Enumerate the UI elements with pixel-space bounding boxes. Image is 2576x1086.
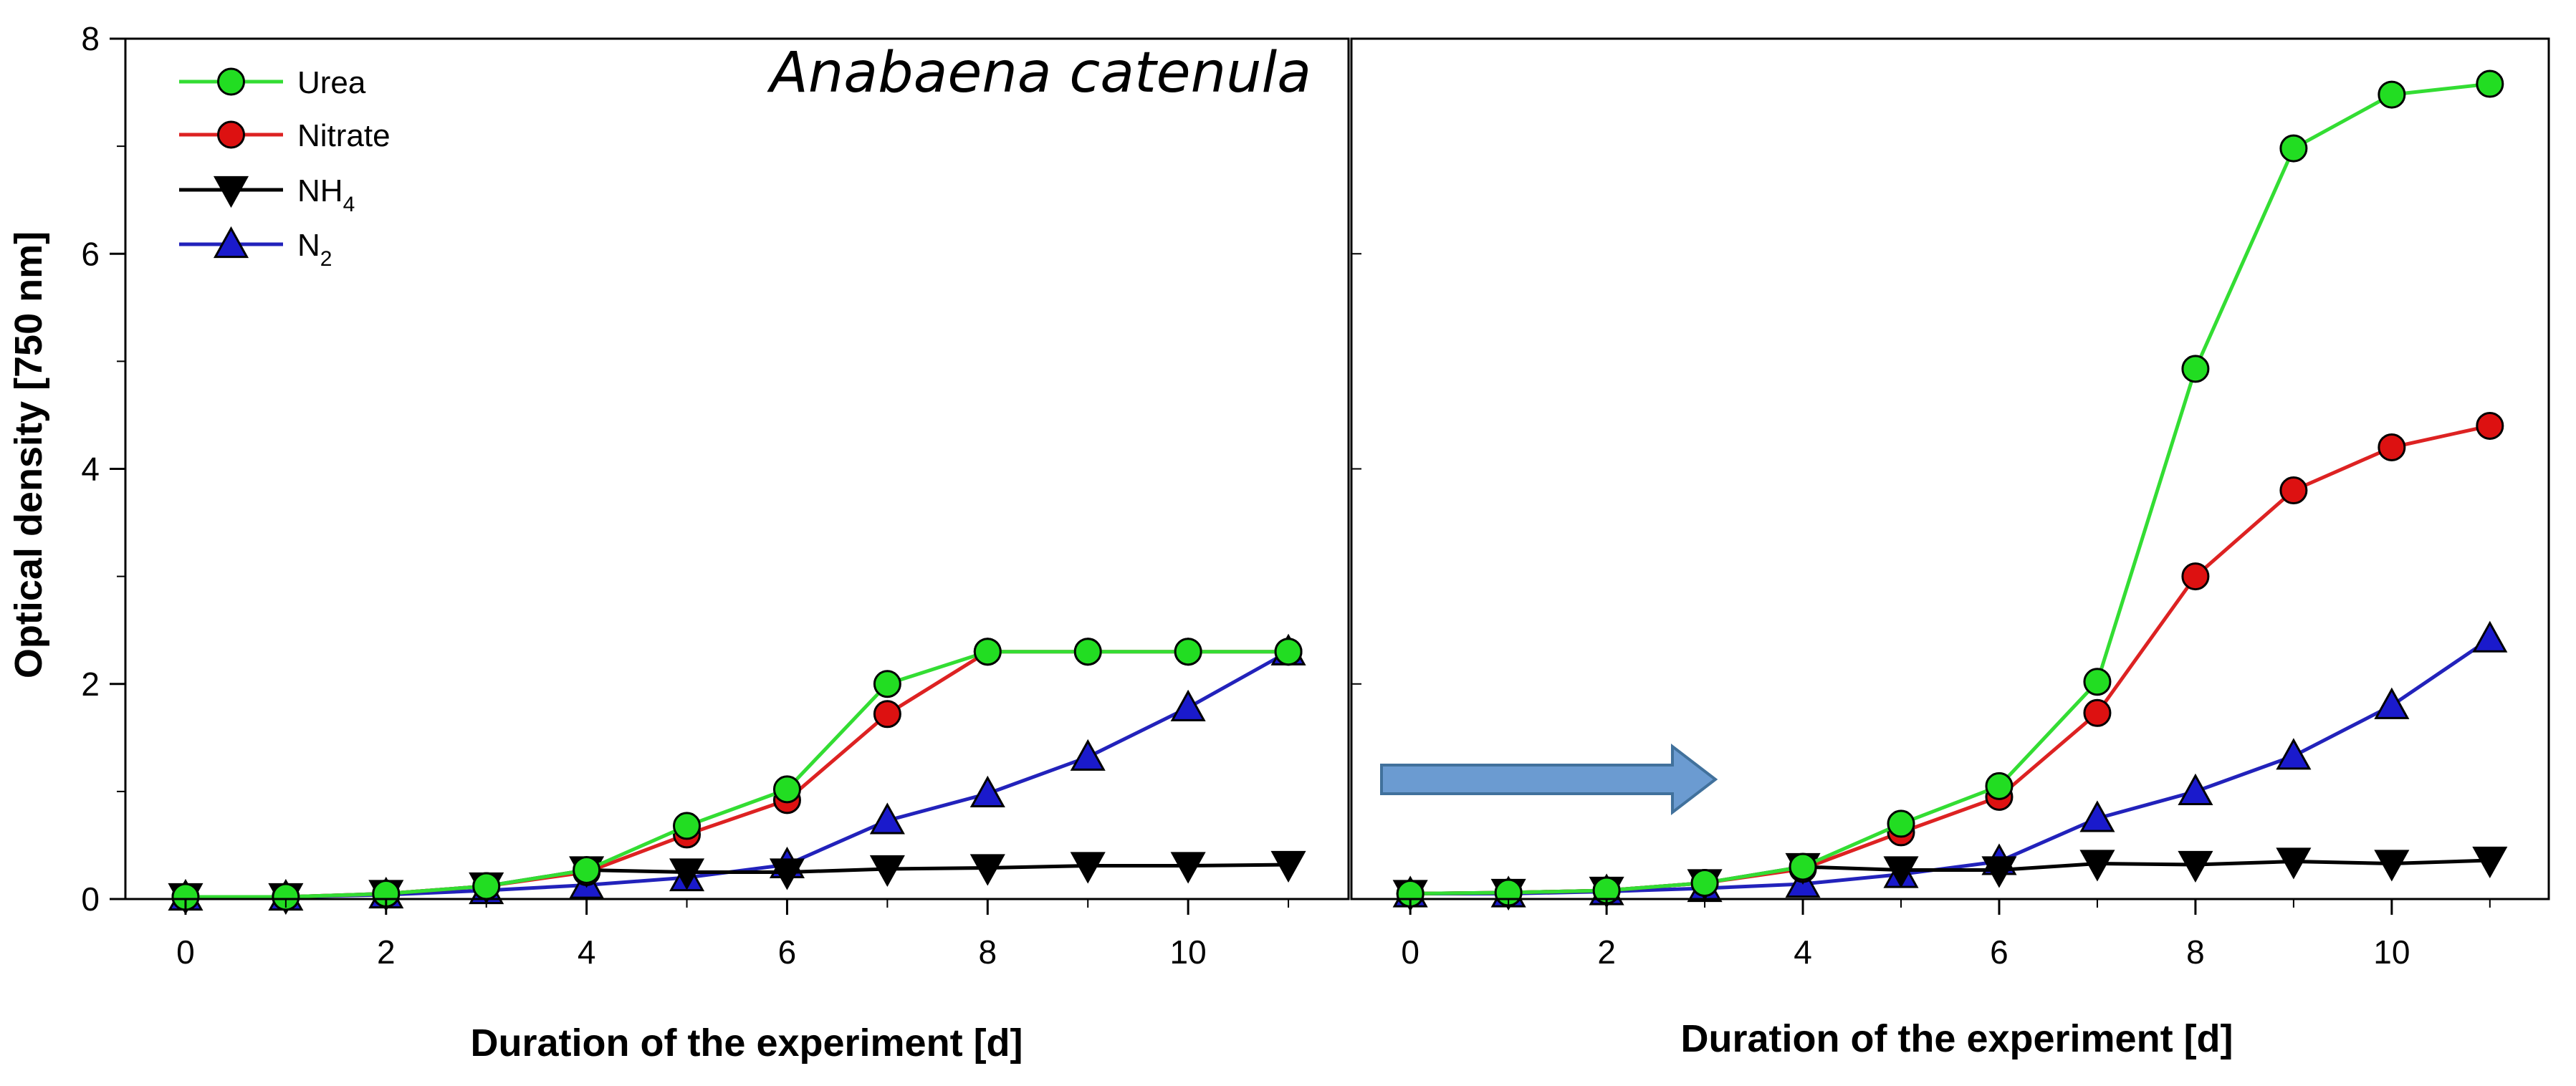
left-urea-point	[1073, 638, 1102, 666]
right-nitrate-line	[1410, 423, 2491, 895]
right-nh4-point	[2178, 850, 2213, 883]
right-nitrate-point	[2279, 476, 2308, 505]
left-x-axis-title: Duration of the experiment [d]	[470, 1022, 1023, 1065]
blue-arrow-annotation	[1380, 743, 1718, 816]
right-urea-line	[1410, 82, 2491, 895]
right-x-tick-label: 6	[1990, 933, 2008, 971]
left-series-urea	[171, 638, 1303, 911]
right-urea-point	[2279, 134, 2308, 163]
legend-marker	[217, 120, 245, 149]
legend-item-n2: N2	[179, 226, 332, 271]
left-x-tick-label: 2	[377, 933, 396, 971]
left-series-n2	[168, 633, 1306, 911]
left-urea-point	[873, 670, 901, 698]
right-nh4-point	[2079, 850, 2115, 882]
right-nh4-line	[1410, 858, 2490, 895]
left-n2-point	[869, 802, 905, 835]
right-urea-point	[2181, 355, 2210, 383]
left-y-tick-label: 2	[81, 665, 100, 703]
right-n2-point	[2178, 773, 2213, 805]
right-series-nitrate	[1396, 411, 2504, 908]
legend-label: Urea	[297, 65, 366, 100]
left-nh4-point	[1270, 850, 1306, 883]
left-x-tick-label: 8	[978, 933, 997, 971]
legend-label: NH4	[297, 173, 355, 216]
right-x-tick-label: 2	[1597, 933, 1616, 971]
right-urea-point	[2083, 668, 2112, 696]
right-x-tick-label: 8	[2186, 933, 2205, 971]
left-nh4-point	[769, 858, 805, 890]
left-urea-point	[973, 638, 1002, 666]
legend: Urea Nitrate NH4 N2	[179, 65, 391, 271]
right-nitrate-point	[2083, 698, 2112, 727]
right-urea-point	[1690, 868, 1719, 897]
left-urea-point	[472, 872, 501, 900]
right-nh4-point	[2276, 847, 2312, 880]
legend-marker	[213, 176, 249, 208]
right-x-axis-title: Duration of the experiment [d]	[1680, 1017, 2233, 1060]
right-nitrate-point	[2378, 433, 2406, 461]
left-x-tick-label: 10	[1170, 933, 1207, 971]
right-nh4-point	[2374, 850, 2410, 882]
legend-marker	[213, 226, 249, 259]
left-n2-point	[1170, 689, 1206, 721]
left-nh4-point	[1170, 852, 1206, 884]
left-nitrate-line	[186, 650, 1288, 899]
legend-item-nitrate: Nitrate	[179, 118, 391, 153]
right-nh4-point	[1883, 856, 1919, 888]
right-urea-point	[1985, 772, 2014, 800]
right-x-tick-label: 10	[2373, 933, 2410, 971]
y-axis-title: Optical density [750 nm]	[7, 231, 50, 678]
right-n2-point	[2079, 800, 2115, 832]
left-y-tick-label: 0	[81, 880, 100, 918]
right-panel: 0 2 4 6 8 10 Duration of the experiment [d]	[1350, 37, 2550, 1060]
right-nh4-point	[2472, 846, 2508, 879]
right-nitrate-point	[2476, 411, 2504, 440]
left-x-tick-label: 6	[778, 933, 797, 971]
left-urea-point	[573, 855, 601, 884]
right-urea-point	[2476, 69, 2504, 98]
right-nh4-point	[1981, 856, 2017, 888]
right-n2-point	[2276, 738, 2312, 770]
right-urea-point	[1887, 809, 1915, 838]
legend-label: Nitrate	[297, 118, 391, 153]
right-n2-point	[2472, 620, 2508, 653]
left-urea-point	[772, 775, 801, 804]
left-series-nh4	[168, 850, 1306, 916]
left-series-nitrate	[171, 638, 1303, 911]
legend-label: N2	[297, 228, 332, 271]
species-title: Anabaena catenula	[766, 41, 1311, 105]
legend-item-urea: Urea	[179, 65, 366, 100]
right-x-tick-label: 4	[1794, 933, 1812, 971]
left-nh4-point	[869, 855, 905, 888]
left-urea-point	[1274, 638, 1303, 666]
left-x-tick-label: 0	[176, 933, 195, 971]
right-urea-point	[1789, 852, 1817, 881]
left-urea-point	[1174, 638, 1202, 666]
left-nh4-point	[669, 858, 705, 890]
right-x-tick-label: 0	[1401, 933, 1419, 971]
right-n2-point	[2374, 687, 2410, 719]
left-n2-line	[186, 650, 1290, 899]
left-nh4-point	[1070, 852, 1106, 884]
left-y-tick-label: 8	[81, 20, 100, 57]
left-urea-point	[673, 812, 702, 840]
left-urea-point	[272, 883, 300, 911]
left-x-tick-label: 4	[578, 933, 596, 971]
left-plot-frame	[124, 37, 1350, 900]
right-series-nh4	[1392, 846, 2508, 912]
left-n2-point	[1070, 739, 1106, 771]
left-nitrate-point	[873, 700, 901, 729]
left-n2-point	[969, 775, 1005, 807]
left-urea-line	[186, 650, 1288, 899]
left-y-tick-label: 4	[81, 451, 100, 488]
right-urea-point	[2378, 80, 2406, 109]
left-panel: 0 2 4 6 8 10 0 2 4 6 8 Anabaena catenula Urea Nitra…	[7, 20, 1350, 1065]
legend-marker	[217, 67, 245, 96]
left-y-tick-label: 6	[81, 235, 100, 272]
right-nitrate-point	[2181, 562, 2210, 591]
legend-item-nh4: NH4	[179, 173, 355, 216]
left-nh4-point	[969, 854, 1005, 886]
